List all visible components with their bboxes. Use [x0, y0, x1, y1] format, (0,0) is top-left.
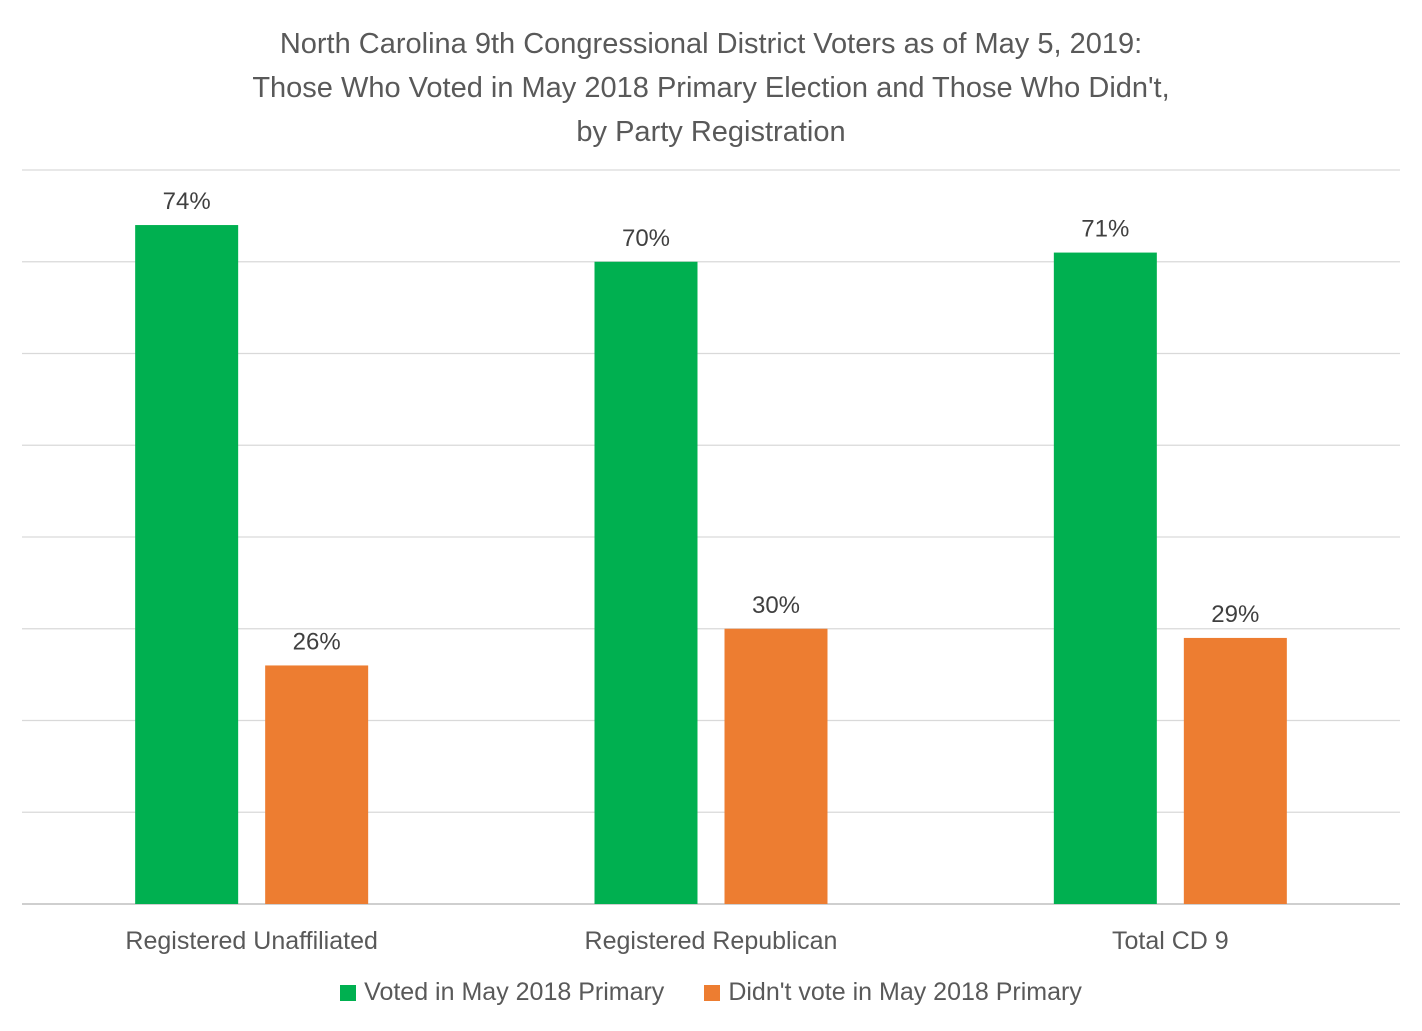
bar	[1183, 637, 1287, 904]
data-label: 26%	[293, 628, 341, 655]
legend-label-didnt-vote: Didn't vote in May 2018 Primary	[728, 978, 1082, 1006]
data-label: 70%	[622, 225, 670, 252]
bar	[724, 628, 828, 904]
data-label: 30%	[752, 592, 800, 619]
bar	[1053, 252, 1157, 904]
data-label: 29%	[1211, 601, 1259, 628]
title-line-1: North Carolina 9th Congressional Distric…	[279, 28, 1143, 60]
legend-swatch-didnt-vote	[704, 984, 721, 1001]
data-label: 74%	[163, 188, 211, 215]
title-line-3: by Party Registration	[576, 116, 846, 148]
legend: Voted in May 2018 Primary Didn't vote in…	[0, 978, 1422, 1007]
data-label: 71%	[1081, 216, 1129, 243]
bar	[594, 261, 698, 904]
legend-item-voted: Voted in May 2018 Primary	[340, 978, 664, 1007]
x-tick-label: Registered Republican	[585, 927, 838, 955]
x-tick-label: Total CD 9	[1112, 927, 1229, 955]
title-line-2: Those Who Voted in May 2018 Primary Elec…	[252, 72, 1170, 104]
legend-swatch-voted	[340, 984, 357, 1001]
legend-item-didnt-vote: Didn't vote in May 2018 Primary	[704, 978, 1082, 1007]
x-tick-label: Registered Unaffiliated	[125, 927, 377, 955]
legend-label-voted: Voted in May 2018 Primary	[364, 978, 665, 1006]
chart-title: North Carolina 9th Congressional Distric…	[0, 22, 1422, 154]
bar	[265, 665, 369, 904]
bar	[135, 225, 239, 905]
